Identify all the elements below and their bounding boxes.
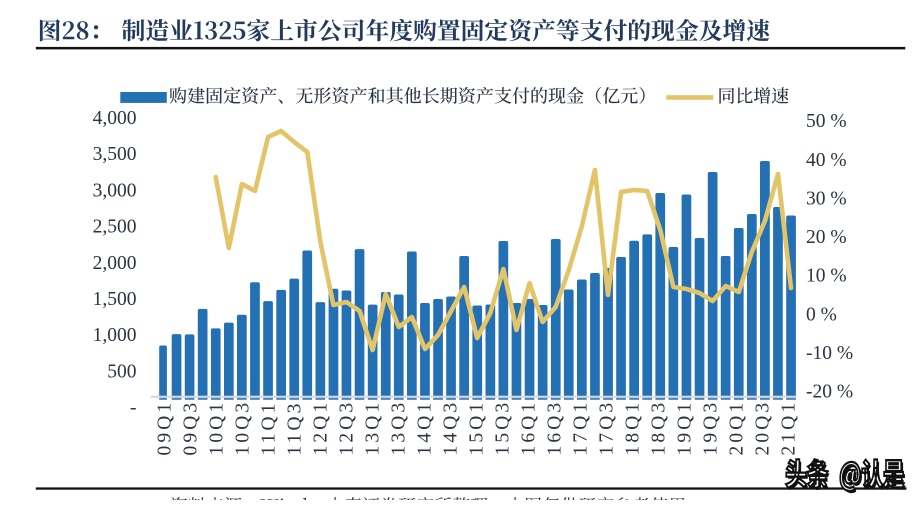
svg-text:50 %: 50 % (806, 111, 847, 132)
svg-text:21Q1: 21Q1 (779, 400, 800, 456)
svg-text:19Q3: 19Q3 (701, 400, 722, 456)
svg-text:2,500: 2,500 (93, 217, 137, 238)
svg-text:11Q3: 11Q3 (285, 400, 306, 455)
svg-text:40 %: 40 % (806, 150, 847, 171)
svg-text:12Q1: 12Q1 (311, 400, 332, 456)
svg-text:3,500: 3,500 (93, 144, 137, 165)
svg-text:11Q1: 11Q1 (259, 400, 280, 455)
svg-text:18Q3: 18Q3 (649, 400, 670, 456)
svg-text:-: - (130, 398, 137, 419)
svg-text:17Q1: 17Q1 (571, 400, 592, 456)
svg-text:2,000: 2,000 (93, 253, 137, 274)
svg-text:-10 %: -10 % (806, 343, 853, 364)
svg-text:30 %: 30 % (806, 188, 847, 209)
svg-text:1,500: 1,500 (93, 289, 137, 310)
svg-text:13Q3: 13Q3 (389, 400, 410, 456)
svg-text:10Q1: 10Q1 (207, 400, 228, 456)
svg-text:0 %: 0 % (806, 304, 837, 325)
svg-text:500: 500 (107, 361, 136, 382)
svg-text:09Q1: 09Q1 (155, 400, 176, 456)
svg-text:13Q1: 13Q1 (363, 400, 384, 456)
svg-text:20Q1: 20Q1 (727, 400, 748, 456)
svg-text:16Q3: 16Q3 (545, 400, 566, 456)
svg-text:09Q3: 09Q3 (181, 400, 202, 456)
svg-text:4,000: 4,000 (93, 108, 137, 129)
svg-text:14Q3: 14Q3 (441, 400, 462, 456)
svg-text:10 %: 10 % (806, 266, 847, 287)
svg-text:15Q1: 15Q1 (467, 400, 488, 456)
svg-text:15Q3: 15Q3 (493, 400, 514, 456)
svg-text:18Q1: 18Q1 (623, 400, 644, 456)
svg-text:19Q1: 19Q1 (675, 400, 696, 456)
svg-text:17Q3: 17Q3 (597, 400, 618, 456)
svg-text:20Q3: 20Q3 (753, 400, 774, 456)
svg-text:20 %: 20 % (806, 227, 847, 248)
svg-text:10Q3: 10Q3 (233, 400, 254, 456)
svg-text:14Q1: 14Q1 (415, 400, 436, 456)
svg-text:1,000: 1,000 (93, 325, 137, 346)
svg-text:-20 %: -20 % (806, 382, 853, 403)
svg-text:12Q3: 12Q3 (337, 400, 358, 456)
svg-text:16Q1: 16Q1 (519, 400, 540, 456)
svg-text:3,000: 3,000 (93, 180, 137, 201)
